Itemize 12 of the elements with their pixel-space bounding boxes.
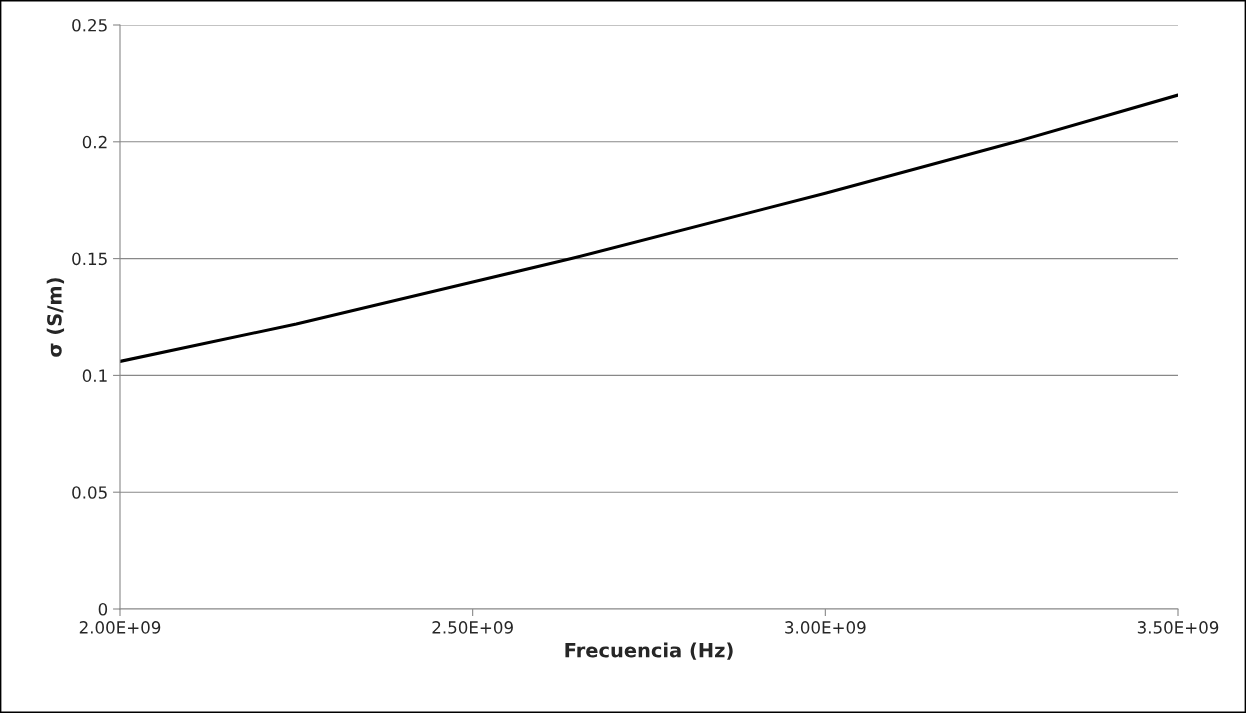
y-tick-label: 0.1 [82,369,107,382]
y-tick-label: 0.15 [72,252,107,266]
x-axis-title: Frecuencia (Hz) [565,642,733,660]
y-tick-label: 0.05 [72,486,107,499]
x-tick-label: 3.50E+09 [1137,621,1219,634]
y-axis-title: σ (S/m) [46,278,65,357]
y-tick-label: 0 [98,602,108,616]
y-tick-label: 0.25 [72,18,107,32]
x-tick-label: 2.00E+09 [79,621,161,634]
x-tick-label: 2.50E+09 [432,621,513,634]
x-tick-label: 3.00E+09 [785,621,866,634]
y-tick-label: 0.2 [82,135,107,149]
